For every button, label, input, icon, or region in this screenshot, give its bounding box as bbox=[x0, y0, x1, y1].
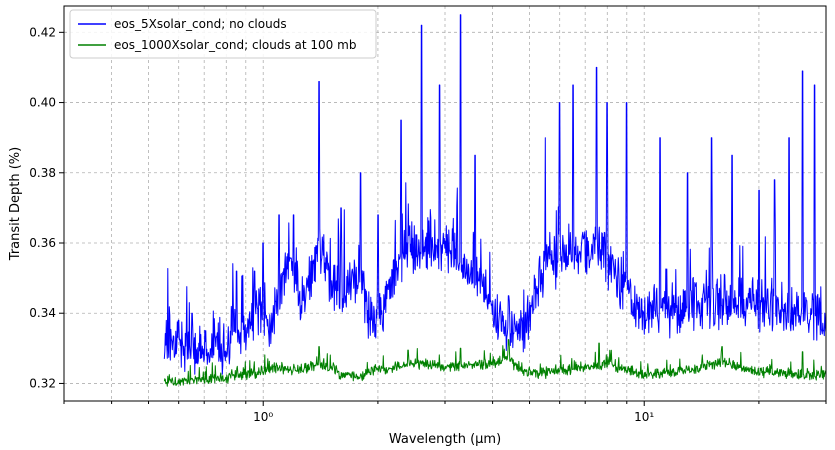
y-tick-label: 0.38 bbox=[29, 166, 56, 180]
series-line bbox=[163, 14, 827, 375]
x-tick-label: 10⁰ bbox=[253, 410, 273, 424]
legend-box bbox=[69, 9, 377, 59]
legend: eos_5Xsolar_cond; no clouds eos_1000Xsola… bbox=[69, 9, 377, 59]
y-tick-label: 0.32 bbox=[29, 376, 56, 390]
y-tick-label: 0.34 bbox=[29, 306, 56, 320]
y-tick-label: 0.42 bbox=[29, 25, 56, 39]
y-tick-label: 0.40 bbox=[29, 96, 56, 110]
series-layer bbox=[163, 14, 827, 387]
y-axis-label: Transit Depth (%) bbox=[8, 147, 23, 261]
y-tick-label: 0.36 bbox=[29, 236, 56, 250]
x-axis-label: Wavelength (μm) bbox=[389, 432, 501, 447]
legend-entry: eos_5Xsolar_cond; no clouds bbox=[114, 17, 287, 31]
ticks: 0.32 0.34 0.36 0.38 0.40 0.42 10⁰ 10¹ bbox=[29, 25, 827, 424]
series-line bbox=[163, 339, 827, 387]
x-tick-label: 10¹ bbox=[634, 410, 654, 424]
legend-entry: eos_1000Xsolar_cond; clouds at 100 mb bbox=[114, 38, 356, 52]
